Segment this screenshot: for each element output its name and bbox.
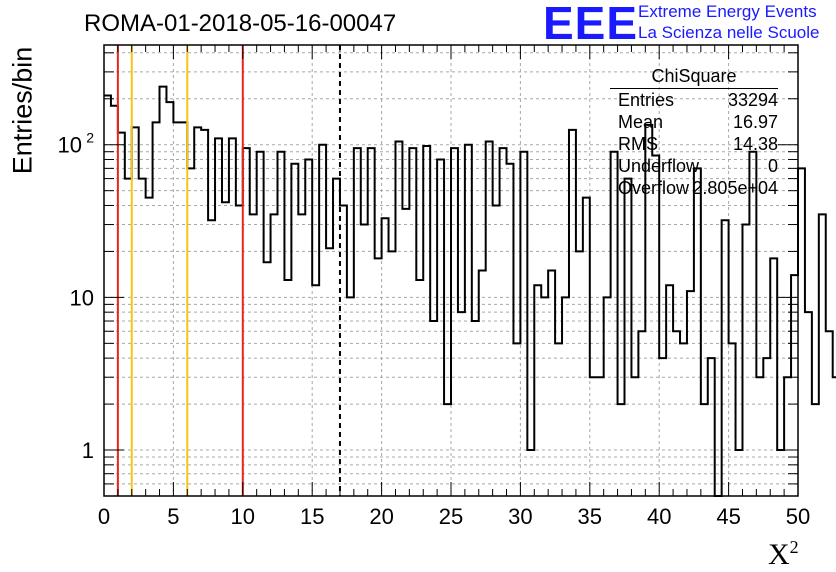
x-axis-label: X2	[768, 537, 799, 571]
x-tick-label: 30	[508, 504, 532, 529]
x-tick-label: 45	[716, 504, 740, 529]
y-axis-label: Entries/bin	[7, 46, 38, 175]
stats-label: Entries	[618, 90, 675, 110]
stats-row: RMS 14.38	[610, 133, 778, 155]
stats-box: ChiSquare Entries 33294 Mean 16.97 RMS 14.3…	[610, 66, 778, 199]
stats-label: RMS	[618, 134, 658, 154]
x-tick-label: 35	[578, 504, 602, 529]
stats-title: ChiSquare	[610, 66, 778, 89]
stats-label: Mean	[618, 112, 664, 132]
y-tick-label: 10	[70, 285, 94, 310]
stats-value: 0	[767, 156, 778, 176]
stats-value: 2.805e+04	[692, 178, 778, 198]
logo-line-1: Extreme Energy Events	[638, 2, 817, 21]
x-tick-label: 40	[647, 504, 671, 529]
stats-label: Underflow	[618, 156, 700, 176]
stats-value: 14.38	[732, 134, 778, 154]
y-tick-label-exponent: 2	[86, 130, 94, 146]
y-tick-label: 1	[82, 438, 94, 463]
histogram-line	[104, 85, 836, 497]
stats-value: 16.97	[732, 112, 778, 132]
chart-title: ROMA-01-2018-05-16-00047	[84, 10, 397, 37]
stats-row: Underflow 0	[610, 155, 778, 177]
stats-value: 33294	[727, 90, 778, 110]
x-tick-label: 0	[98, 504, 110, 529]
stats-row: Mean 16.97	[610, 111, 778, 133]
stats-label: Overflow	[618, 178, 690, 198]
stats-row: Overflow 2.805e+04	[610, 177, 778, 199]
x-tick-label: 50	[786, 504, 810, 529]
y-tick-label: 10	[58, 133, 82, 158]
logo-line-2: La Scienza nelle Scuole	[638, 23, 820, 42]
stats-row: Entries 33294	[610, 89, 778, 111]
x-tick-label: 5	[167, 504, 179, 529]
eee-logo: EEE	[543, 0, 639, 49]
x-tick-label: 15	[300, 504, 324, 529]
x-tick-label: 20	[369, 504, 393, 529]
x-tick-label: 10	[231, 504, 255, 529]
x-tick-label: 25	[439, 504, 463, 529]
